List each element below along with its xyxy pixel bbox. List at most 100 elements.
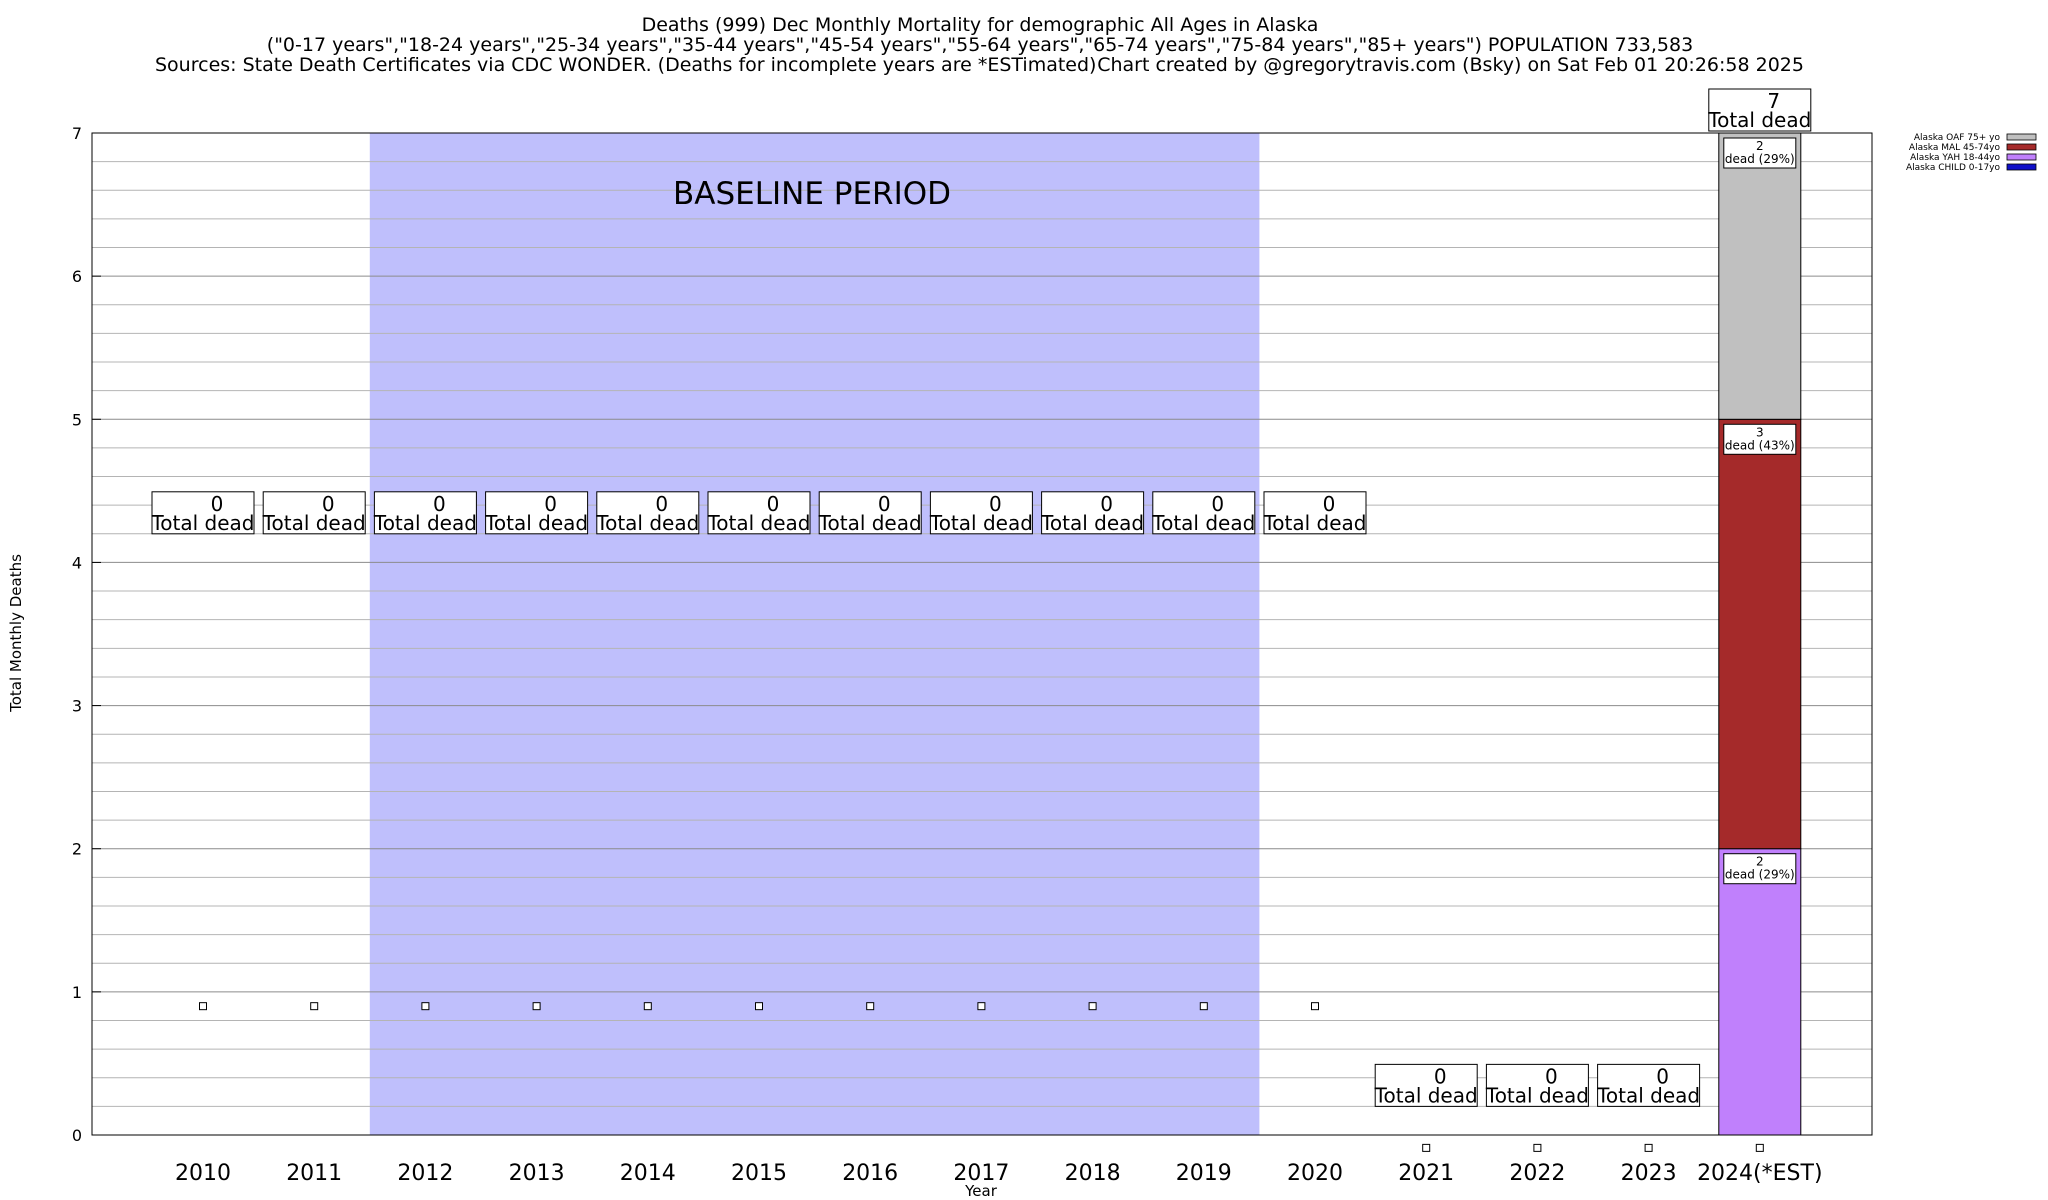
total-dead-text: Total dead <box>262 511 366 535</box>
tick-layer: 0 1 2 3 4 5 6 7 2010 2011 2012 2013 2014 2015 2016 2017… <box>72 124 1823 1186</box>
x-tick-label: 2018 <box>1065 1161 1121 1186</box>
baseline-region <box>369 133 1260 1135</box>
total-dead-count: 0 <box>1434 1064 1447 1088</box>
segment-label-box <box>1723 853 1797 885</box>
total-dead-text: Total dead <box>1262 511 1366 535</box>
x-tick-label: 2016 <box>842 1161 898 1186</box>
total-dead-box <box>151 491 255 535</box>
x-tick-label: 2020 <box>1287 1161 1343 1186</box>
total-dead-box <box>1708 88 1812 132</box>
marker-layer <box>199 1002 1764 1152</box>
total-dead-count: 0 <box>655 492 668 516</box>
data-point-marker <box>1644 1143 1653 1152</box>
legend-label: Alaska MAL 45-74yo <box>1909 143 2001 153</box>
total-dead-box <box>929 491 1033 535</box>
total-dead-count: 0 <box>1656 1064 1669 1088</box>
baseline-label: BASELINE PERIOD <box>673 176 951 212</box>
legend-label: Alaska YAH 18-44yo <box>1910 153 2000 163</box>
total-dead-box <box>1374 1063 1478 1107</box>
data-point-marker <box>1422 1143 1431 1152</box>
x-tick-label: 2022 <box>1509 1161 1565 1186</box>
total-dead-box <box>1597 1063 1701 1107</box>
y-tick-label: 4 <box>72 553 82 572</box>
total-dead-text: Total dead <box>706 511 810 535</box>
data-point-marker <box>977 1002 986 1011</box>
segment-percent-label: dead (29%) <box>1725 868 1795 882</box>
total-dead-count: 0 <box>322 492 335 516</box>
legend-swatch <box>2006 143 2037 151</box>
data-point-marker <box>1311 1002 1319 1011</box>
segment-percent-label: dead (29%) <box>1725 152 1795 166</box>
total-dead-text: Total dead <box>818 511 922 535</box>
total-dead-text: Total dead <box>1151 511 1255 535</box>
total-dead-box <box>707 491 811 535</box>
total-dead-count: 0 <box>878 492 891 516</box>
total-dead-box <box>262 491 366 535</box>
total-dead-count: 0 <box>767 492 780 516</box>
total-dead-count: 0 <box>544 492 557 516</box>
total-dead-text: Total dead <box>1707 108 1811 132</box>
x-tick-label: 2012 <box>397 1161 453 1186</box>
total-dead-text: Total dead <box>1040 511 1144 535</box>
y-tick-label: 2 <box>72 840 82 859</box>
segment-label-box <box>1723 137 1797 169</box>
x-tick-label: 2015 <box>731 1161 787 1186</box>
data-point-marker <box>866 1002 875 1011</box>
segment-label-box <box>1723 423 1797 455</box>
x-tick-label: 2014 <box>620 1161 676 1186</box>
total-dead-count: 0 <box>433 492 446 516</box>
total-dead-count: 0 <box>1100 492 1113 516</box>
total-dead-box <box>1485 1063 1589 1107</box>
legend-swatch <box>2006 133 2037 141</box>
x-tick-label: 2023 <box>1621 1161 1677 1186</box>
segment-count-label: 2 <box>1756 139 1764 153</box>
bar-segment <box>1718 848 1802 1136</box>
data-point-marker <box>1755 1143 1764 1152</box>
total-dead-box <box>485 491 589 535</box>
x-tick-label: 2017 <box>953 1161 1009 1186</box>
segment-count-label: 3 <box>1756 425 1764 439</box>
grid-layer <box>92 161 1872 1107</box>
total-dead-box <box>818 491 922 535</box>
segment-count-label: 2 <box>1756 855 1764 869</box>
baseline-layer <box>369 133 1260 1135</box>
legend-label: Alaska OAF 75+ yo <box>1914 133 2001 143</box>
title-line-2: ("0-17 years","18-24 years","25-34 years… <box>267 34 1693 56</box>
y-tick-label: 6 <box>72 267 82 286</box>
total-dead-text: Total dead <box>484 511 588 535</box>
total-dead-text: Total dead <box>373 511 477 535</box>
total-dead-box <box>1152 491 1256 535</box>
y-tick-label: 0 <box>72 1126 82 1145</box>
x-axis-label: Year <box>964 1182 998 1200</box>
total-dead-box <box>596 491 700 535</box>
legend-swatch <box>2006 163 2037 171</box>
y-tick-label: 5 <box>72 410 82 429</box>
total-dead-count: 0 <box>211 492 224 516</box>
data-point-marker <box>1533 1143 1542 1152</box>
y-tick-label: 1 <box>72 983 82 1002</box>
data-point-marker <box>421 1002 430 1011</box>
total-dead-count: 0 <box>1323 492 1336 516</box>
x-tick-label: 2024(*EST) <box>1697 1161 1822 1186</box>
data-point-marker <box>643 1002 652 1011</box>
y-axis-label: Total Monthly Deaths <box>7 554 25 713</box>
total-dead-box <box>1041 491 1145 535</box>
data-point-marker <box>1199 1002 1208 1011</box>
total-dead-text: Total dead <box>929 511 1033 535</box>
total-dead-count: 0 <box>989 492 1002 516</box>
total-dead-text: Total dead <box>1485 1083 1589 1107</box>
total-dead-box <box>373 491 477 535</box>
total-dead-count: 7 <box>1767 89 1780 113</box>
total-dead-count: 0 <box>1545 1064 1558 1088</box>
data-point-marker <box>532 1002 541 1011</box>
total-dead-text: Total dead <box>1374 1083 1478 1107</box>
x-tick-label: 2011 <box>286 1161 342 1186</box>
total-dead-text: Total dead <box>1596 1083 1700 1107</box>
bar-segment <box>1718 132 1802 420</box>
total-dead-text: Total dead <box>595 511 699 535</box>
y-tick-label: 7 <box>72 124 82 143</box>
title-line-1: Deaths (999) Dec Monthly Mortality for d… <box>642 14 1319 36</box>
bar-segment <box>1718 418 1802 850</box>
